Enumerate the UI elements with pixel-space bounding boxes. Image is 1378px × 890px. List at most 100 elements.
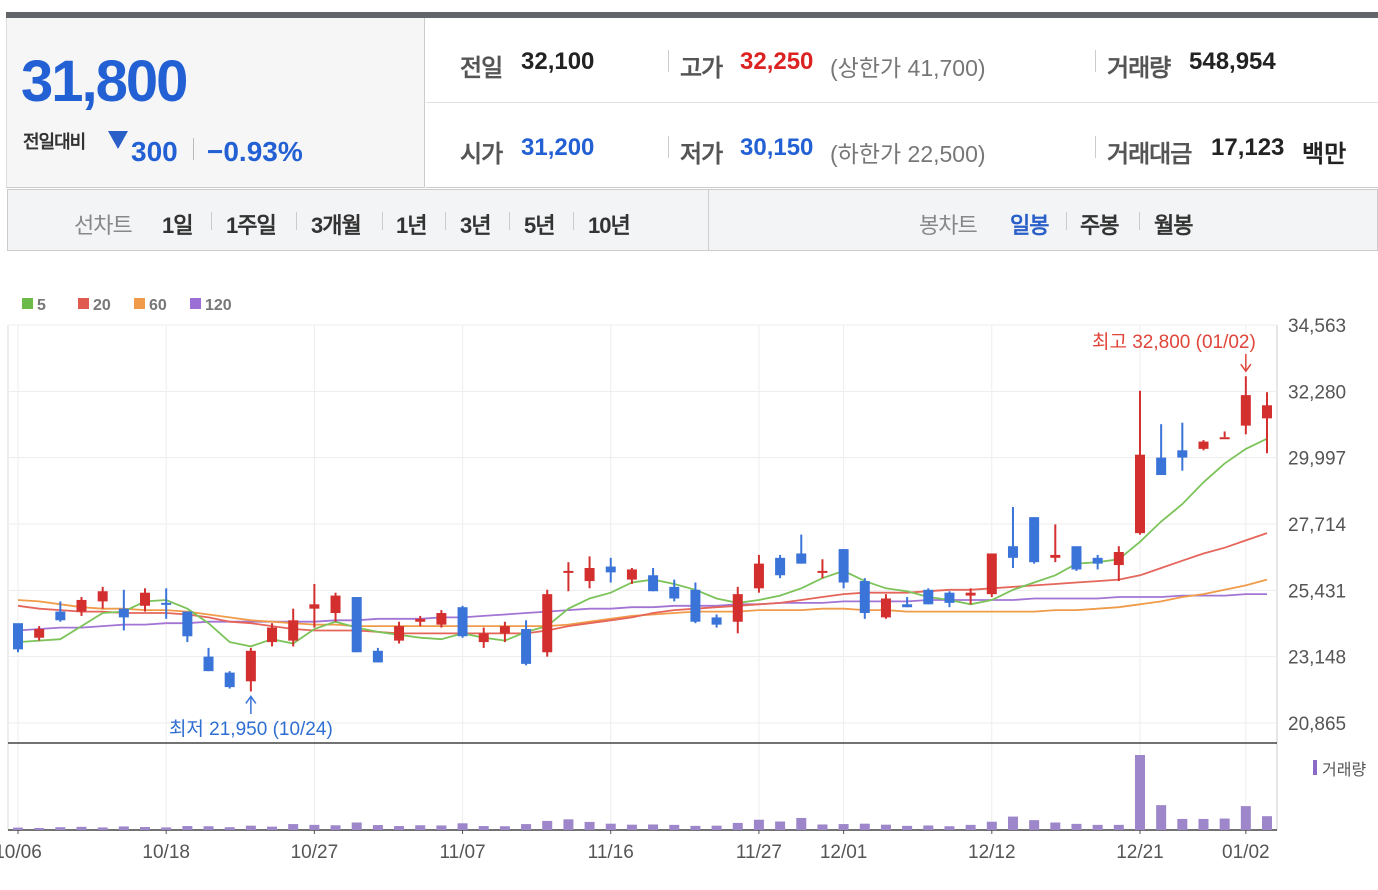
candle-body	[711, 617, 722, 625]
tab-daily[interactable]: 일봉	[1010, 213, 1049, 238]
volume-bar	[224, 827, 235, 830]
volume-bar	[902, 825, 913, 830]
volume-bar	[76, 826, 87, 830]
legend-swatch	[190, 298, 201, 309]
max-arrow-head	[1240, 363, 1252, 373]
volume-bar	[1156, 805, 1167, 830]
x-tick-label: 12/01	[820, 842, 868, 863]
candle-body	[309, 604, 320, 609]
volume-bar	[1007, 816, 1018, 830]
volume-bar	[1198, 818, 1209, 830]
volume-bar	[605, 823, 616, 830]
volume-bar	[584, 821, 595, 830]
volume-bar	[626, 824, 637, 830]
volume-bar	[161, 827, 172, 830]
ma60-line	[17, 578, 1268, 627]
candle-body	[775, 557, 786, 576]
legend-label: 5	[37, 297, 46, 314]
candle-body	[13, 623, 23, 650]
divider	[193, 138, 194, 160]
candle-body	[288, 620, 299, 641]
line-chart-label: 선차트	[74, 213, 133, 238]
candle-body	[351, 597, 362, 653]
candle-body	[648, 575, 659, 592]
volume-bar	[499, 826, 510, 830]
volume-bar	[796, 817, 807, 830]
candle-body	[267, 627, 278, 643]
ma5-line	[17, 437, 1268, 648]
volume-bar	[648, 824, 659, 830]
volume-bar	[880, 824, 891, 830]
y-tick-label: 20,865	[1288, 714, 1346, 735]
candle-body	[1198, 441, 1209, 449]
candle-body	[626, 569, 637, 580]
low-value: 30,150	[740, 134, 814, 161]
x-tick-label: 10/27	[291, 842, 339, 863]
volume-bar	[669, 824, 680, 830]
candle-body	[732, 594, 743, 622]
volume-bar	[1219, 818, 1230, 830]
upper-limit: (상한가 41,700)	[830, 55, 986, 81]
candle-body	[203, 656, 214, 672]
candle-body	[1050, 554, 1061, 558]
volume-bar	[55, 827, 66, 830]
tab-1-year[interactable]: 1년	[396, 213, 428, 238]
candle-body	[753, 563, 764, 589]
volume-bar	[563, 819, 574, 830]
tab-1-day[interactable]: 1일	[162, 213, 194, 238]
candle-body	[542, 594, 553, 653]
candle-body	[838, 549, 849, 583]
volume-bar	[330, 825, 341, 830]
volume-bar	[986, 821, 997, 830]
volume-bar	[944, 826, 955, 830]
candle-body	[817, 570, 828, 573]
volume-bar	[753, 819, 764, 830]
trade-amount-label: 거래대금	[1107, 141, 1192, 168]
volume-bar	[34, 828, 45, 830]
divider	[668, 50, 669, 72]
tab-monthly[interactable]: 월봉	[1154, 213, 1193, 238]
candle-body	[1134, 454, 1145, 534]
divider	[708, 190, 709, 250]
candle-body	[499, 626, 510, 634]
x-tick-label: 11/07	[439, 842, 485, 863]
top-accent-bar	[6, 12, 1378, 18]
min-price-annotation: 최저 21,950 (10/24)	[169, 718, 333, 740]
tab-weekly[interactable]: 주봉	[1080, 213, 1119, 238]
volume-bar	[267, 826, 278, 830]
candle-body	[690, 589, 701, 622]
volume-bar	[775, 821, 786, 830]
tab-10-years[interactable]: 10년	[588, 213, 631, 238]
candle-body	[796, 553, 807, 564]
row-divider	[426, 102, 1378, 103]
volume-bar	[1177, 818, 1188, 830]
volume-bar	[415, 825, 426, 830]
volume-bar	[478, 826, 489, 830]
tab-3-months[interactable]: 3개월	[311, 213, 362, 238]
candle-body	[415, 618, 426, 622]
candle-body	[1007, 546, 1018, 558]
volume-bar	[372, 825, 383, 830]
candle-chart-label: 봉차트	[919, 213, 978, 238]
ma120-line	[17, 593, 1267, 632]
candle-body	[669, 586, 680, 599]
volume-bar	[13, 827, 23, 830]
tab-5-years[interactable]: 5년	[524, 213, 556, 238]
candle-body	[902, 604, 913, 608]
y-tick-label: 27,714	[1288, 515, 1347, 536]
price-change-percent: −0.93%	[207, 136, 303, 167]
high-value: 32,250	[740, 48, 814, 75]
legend-swatch	[78, 298, 89, 309]
candle-body	[457, 607, 468, 637]
tab-1-week[interactable]: 1주일	[226, 213, 277, 238]
volume-bar	[1092, 824, 1103, 830]
tab-3-years[interactable]: 3년	[460, 213, 492, 238]
price-info-table: 전일 32,100 시가 31,200 고가 32,250 (상한가 41,70…	[426, 18, 1378, 188]
candle-body	[1219, 437, 1230, 440]
y-tick-label: 34,563	[1288, 316, 1346, 337]
candle-body	[34, 629, 45, 638]
candle-body	[923, 589, 934, 605]
high-label: 고가	[680, 55, 723, 82]
candle-body	[76, 599, 87, 612]
